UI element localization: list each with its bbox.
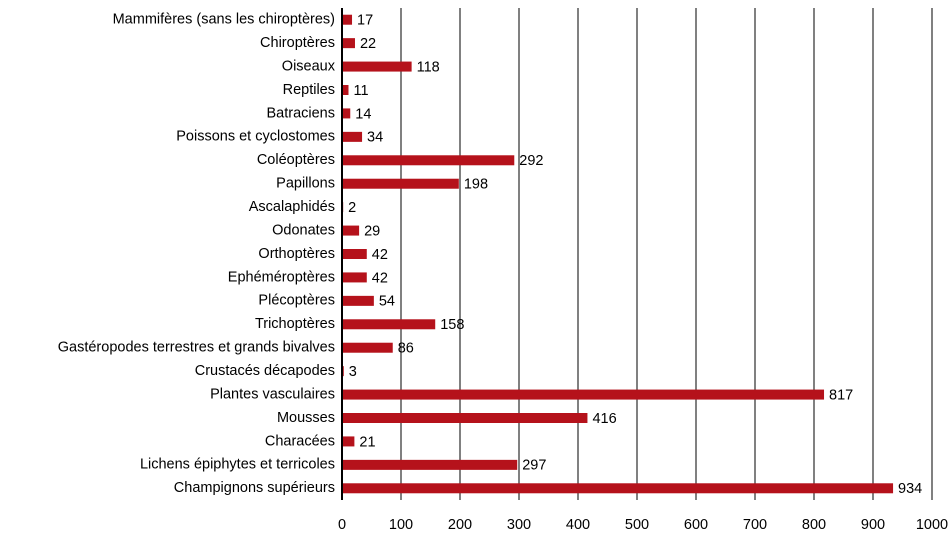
y-tick-label: Papillons (276, 176, 335, 192)
data-label: 86 (398, 341, 414, 357)
y-tick-label: Oiseaux (282, 58, 336, 74)
data-label: 817 (829, 387, 853, 403)
bar (342, 178, 459, 189)
data-label: 34 (367, 130, 383, 146)
y-tick-label: Plécoptères (258, 293, 335, 309)
x-tick-label: 1000 (916, 517, 948, 533)
data-label: 297 (522, 458, 546, 474)
bar (342, 155, 515, 166)
bar (342, 85, 349, 95)
y-tick-label: Orthoptères (258, 246, 335, 262)
data-label: 11 (353, 83, 368, 99)
x-tick-label: 200 (448, 517, 472, 533)
data-label: 42 (372, 247, 388, 263)
data-label: 292 (519, 153, 543, 169)
bar (342, 319, 436, 330)
data-label: 158 (440, 317, 464, 333)
bar (342, 249, 367, 259)
bar (342, 61, 412, 72)
bar (342, 131, 363, 142)
x-tick-label: 300 (507, 517, 531, 533)
bar (342, 108, 351, 119)
y-tick-label: Batraciens (266, 105, 335, 121)
data-label: 934 (898, 481, 922, 497)
bar (342, 295, 374, 306)
x-tick-label: 400 (566, 517, 590, 533)
data-label: 22 (360, 36, 376, 52)
data-label: 2 (348, 200, 356, 216)
x-tick-label: 100 (389, 517, 413, 533)
y-tick-label: Crustacés décapodes (195, 363, 335, 379)
y-tick-label: Characées (265, 433, 335, 449)
data-label: 17 (357, 13, 373, 29)
data-label: 3 (349, 364, 357, 380)
x-tick-label: 500 (625, 517, 649, 533)
y-tick-label: Poissons et cyclostomes (176, 129, 335, 145)
y-tick-label: Champignons supérieurs (174, 480, 335, 496)
y-tick-label: Trichoptères (255, 316, 335, 332)
bar (342, 14, 353, 25)
bar (342, 483, 894, 494)
x-tick-label: 700 (743, 517, 767, 533)
data-label: 118 (417, 59, 440, 75)
bar (342, 389, 825, 400)
y-tick-label: Chiroptères (260, 35, 335, 51)
x-tick-label: 0 (338, 517, 346, 533)
y-tick-label: Ephéméroptères (228, 269, 335, 285)
y-tick-label: Ascalaphidés (249, 199, 335, 215)
bar (342, 38, 355, 49)
bar (342, 272, 367, 283)
x-tick-label: 600 (684, 517, 708, 533)
data-label: 416 (592, 411, 616, 427)
y-tick-label: Odonates (272, 222, 335, 238)
y-tick-label: Plantes vasculaires (210, 386, 335, 402)
data-label: 14 (355, 106, 371, 122)
data-label: 198 (464, 177, 488, 193)
x-tick-label: 900 (861, 517, 885, 533)
bar (342, 342, 393, 353)
data-label: 42 (372, 270, 388, 286)
y-tick-label: Mammifères (sans les chiroptères) (113, 12, 335, 28)
y-tick-label: Gastéropodes terrestres et grands bivalv… (58, 340, 335, 356)
bar (342, 225, 360, 236)
bar (342, 436, 355, 447)
data-label: 21 (359, 434, 375, 450)
bar (342, 413, 588, 423)
data-label: 29 (364, 223, 380, 239)
y-tick-label: Lichens épiphytes et terricoles (140, 457, 335, 473)
y-tick-label: Coléoptères (257, 152, 335, 168)
data-label: 54 (379, 294, 395, 310)
bar (342, 459, 518, 470)
x-tick-label: 800 (802, 517, 826, 533)
y-tick-label: Reptiles (283, 82, 335, 98)
y-tick-label: Mousses (277, 410, 335, 426)
